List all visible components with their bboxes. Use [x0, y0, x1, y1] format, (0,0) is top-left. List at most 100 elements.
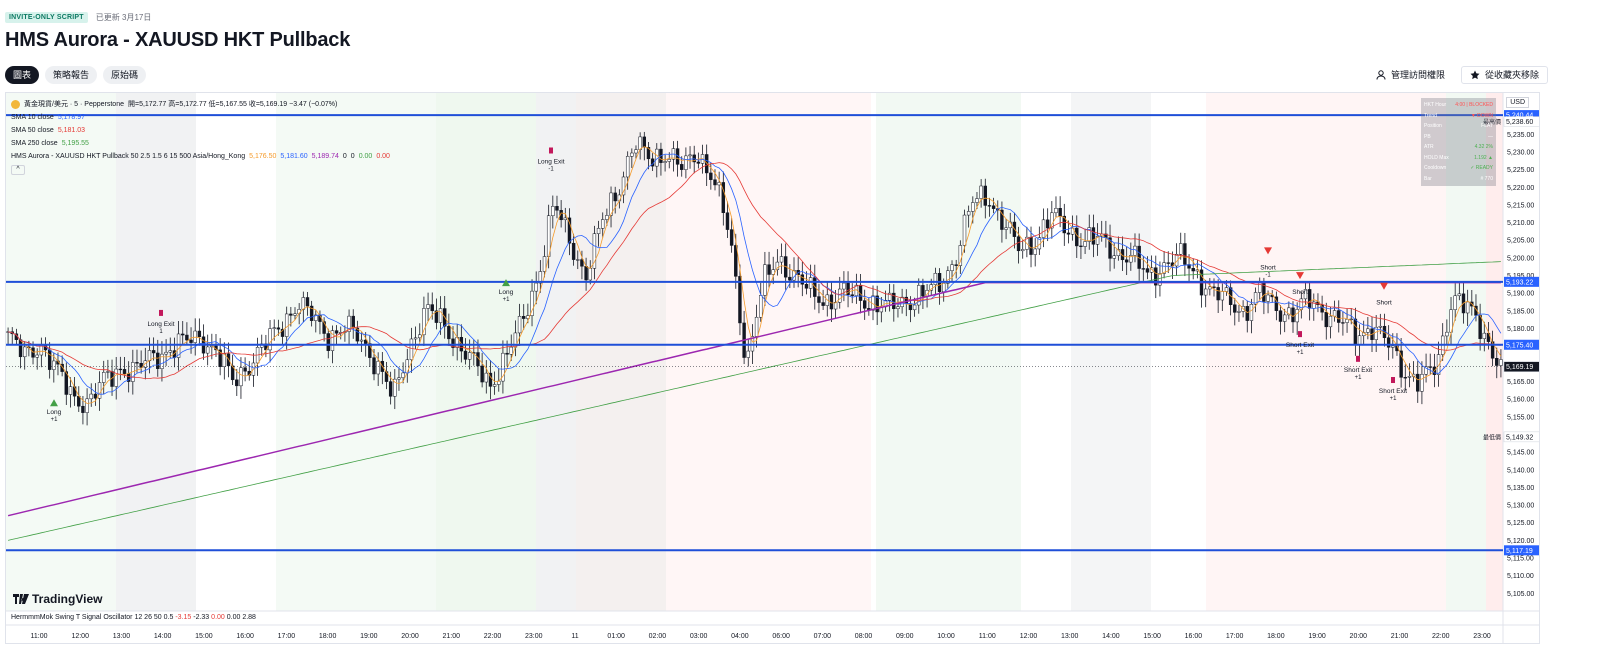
candle: [634, 149, 638, 154]
candle: [1108, 237, 1112, 259]
candle: [347, 315, 351, 332]
candle: [1021, 249, 1025, 252]
candle: [887, 292, 892, 301]
status-row: Bar # 770: [1424, 174, 1493, 185]
candle: [314, 314, 318, 321]
candle: [538, 271, 543, 284]
candle: [64, 371, 69, 395]
status-key: HKT Hour: [1424, 102, 1447, 109]
candle: [376, 360, 380, 375]
candle: [1000, 209, 1004, 230]
candle: [609, 192, 613, 216]
candle: [1266, 294, 1270, 302]
short-entry-marker: [1296, 272, 1304, 280]
price-tag: [1503, 361, 1539, 372]
candle: [1203, 288, 1208, 296]
time-tick-label: 11:00: [31, 633, 48, 640]
candle: [1465, 301, 1470, 314]
price-tick-label: 5,210.00: [1507, 220, 1534, 227]
candle: [309, 305, 314, 321]
candle: [151, 350, 156, 354]
time-tick-label: 08:00: [855, 633, 873, 640]
tab-chart[interactable]: 圖表: [5, 66, 40, 84]
price-tick-label: 5,220.00: [1507, 185, 1534, 192]
candle: [1436, 354, 1441, 375]
time-tick-label: 21:00: [1391, 633, 1409, 640]
candle: [638, 136, 642, 150]
remove-favorite-button[interactable]: 從收藏夾移除: [1460, 66, 1548, 84]
candle: [838, 288, 842, 303]
candle: [567, 217, 572, 244]
time-tick-label: 01:00: [607, 633, 625, 640]
signal-label: Long Exit: [147, 321, 174, 328]
status-row: PB —: [1424, 132, 1493, 143]
price-chart[interactable]: 5,105.00 5,110.00 5,115.00 5,120.00 5,125.00…: [6, 93, 1540, 644]
status-row: ATR 4.32 2%: [1424, 142, 1493, 153]
candle: [18, 339, 23, 358]
candle: [1141, 268, 1146, 270]
candle: [522, 316, 526, 319]
strategy-fast-line: [7, 146, 1502, 404]
candle: [605, 215, 609, 220]
candle: [1457, 293, 1462, 297]
strategy-row[interactable]: HMS Aurora - XAUUSD HKT Pullback 50 2.5 …: [11, 150, 390, 163]
candle: [284, 313, 289, 337]
candle: [1083, 241, 1087, 247]
candle: [330, 330, 335, 351]
currency-label[interactable]: USD: [1506, 97, 1529, 108]
candle: [1282, 314, 1287, 322]
sma50-row[interactable]: SMA 50 close 5,181.03: [11, 124, 390, 137]
time-tick-label: 07:00: [814, 633, 832, 640]
candle: [1403, 377, 1407, 379]
symbol-name[interactable]: 黃金現貨/美元 · 5 · Pepperstone: [24, 101, 124, 108]
exit-marker: [1356, 355, 1360, 362]
sma250-row[interactable]: SMA 250 close 5,195.55: [11, 137, 390, 150]
candle: [555, 206, 559, 211]
candle: [946, 270, 950, 284]
candle: [1237, 311, 1241, 313]
candle: [418, 334, 422, 339]
oscillator-legend[interactable]: HermmmMok Swing T Signal Oscillator 12 2…: [11, 614, 256, 621]
candle: [509, 346, 513, 355]
page-title: HMS Aurora - XAUUSD HKT Pullback: [5, 29, 351, 51]
price-tick-label: 5,130.00: [1507, 503, 1534, 510]
session-band: [876, 93, 1021, 611]
status-key: Trend: [1424, 112, 1437, 119]
tab-source-code[interactable]: 原始碼: [103, 66, 147, 84]
candle: [979, 185, 983, 199]
tab-strategy-report[interactable]: 策略報告: [45, 66, 98, 84]
candle: [680, 164, 684, 170]
candle: [929, 284, 933, 291]
candle: [322, 321, 326, 334]
status-value: # 770: [1480, 175, 1493, 182]
sma250-label: SMA 250 close: [11, 140, 58, 147]
time-tick-label: 14:00: [154, 633, 172, 640]
star-icon: [1470, 70, 1480, 80]
candle: [114, 368, 118, 387]
price-tick-label: 5,140.00: [1507, 467, 1534, 474]
candle: [434, 310, 439, 323]
chart-container[interactable]: 5,105.00 5,110.00 5,115.00 5,120.00 5,125.00…: [5, 92, 1540, 644]
candle: [1016, 236, 1021, 252]
status-row: HKT Hour 4:00 | BLOCKED: [1424, 100, 1493, 111]
candle: [1224, 287, 1229, 292]
long-entry-marker: [50, 399, 58, 407]
time-tick-label: 03:00: [690, 633, 708, 640]
candle: [1154, 267, 1158, 286]
status-value: 1.192 ▲: [1474, 154, 1493, 161]
price-tick-label: 5,180.00: [1507, 326, 1534, 333]
sma10-row[interactable]: SMA 10 close 5,178.97: [11, 111, 390, 124]
signal-qty: +1: [51, 417, 59, 423]
manage-access-button[interactable]: 管理訪問權限: [1368, 66, 1453, 84]
candle: [921, 285, 925, 297]
tradingview-logo[interactable]: TradingView: [13, 592, 102, 606]
candle: [588, 268, 592, 281]
candle: [89, 393, 93, 400]
candle: [239, 367, 243, 387]
manage-access-label: 管理訪問權限: [1390, 70, 1445, 80]
candle: [954, 264, 958, 266]
candle: [1079, 245, 1083, 247]
candle: [800, 274, 805, 285]
collapse-legend-button[interactable]: ^: [11, 165, 25, 175]
strategy-value-3: 5,189.74: [311, 153, 339, 160]
